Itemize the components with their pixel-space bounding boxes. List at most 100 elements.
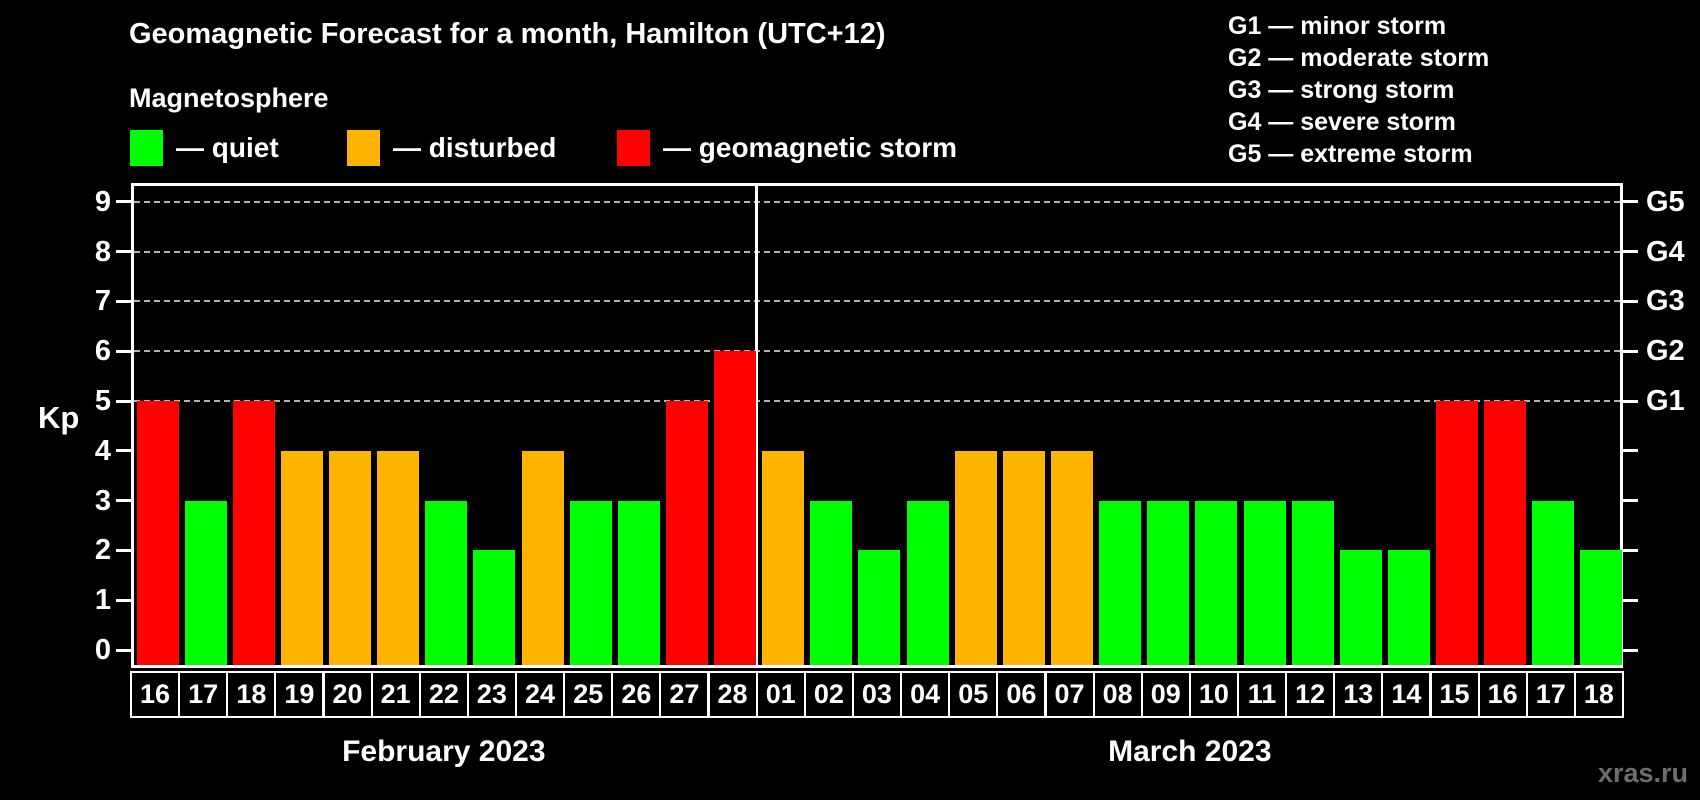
day-label-mar-06: 06: [996, 671, 1047, 718]
g-legend-item-3: G3 — strong storm: [1228, 76, 1455, 104]
kp-bar-mar-03: [858, 550, 901, 665]
kp-bar-mar-04: [906, 500, 949, 665]
kp-bar-feb-28: [714, 351, 757, 665]
gridline-kp7: [134, 300, 1620, 303]
legend-label-quiet: — quiet: [176, 132, 279, 163]
y-axis-label-2: 2: [94, 534, 111, 567]
kp-bar-feb-22: [425, 500, 468, 665]
y-axis-label-6: 6: [94, 335, 111, 368]
day-label-mar-09: 09: [1140, 671, 1191, 718]
gridline-kp5: [134, 400, 1620, 402]
kp-bar-feb-18: [232, 401, 275, 665]
kp-bar-feb-17: [184, 500, 227, 665]
y-axis-tick-right-3: [1623, 499, 1638, 503]
kp-bar-mar-12: [1291, 500, 1334, 665]
day-label-mar-15: 15: [1429, 671, 1480, 718]
kp-bar-feb-19: [280, 450, 323, 665]
y-axis-label-4: 4: [94, 434, 111, 467]
y-axis-label-1: 1: [94, 584, 111, 617]
kp-bar-mar-06: [1002, 450, 1045, 665]
legend-item-storm: — geomagnetic storm: [617, 130, 957, 166]
day-label-mar-11: 11: [1237, 671, 1288, 718]
y-axis-label-8: 8: [94, 235, 111, 268]
y-axis-tick-right-4: [1623, 449, 1638, 453]
y-axis-tick-right-6: [1623, 349, 1638, 353]
g-axis-label-G1: G1: [1646, 385, 1685, 417]
g-axis-label-G5: G5: [1646, 185, 1685, 218]
y-axis-tick-left-3: [116, 499, 131, 503]
g-legend-item-2: G2 — moderate storm: [1228, 44, 1490, 72]
g-scale-legend: G1 — minor storm G2 — moderate storm G3 — …: [1228, 10, 1489, 170]
kp-bar-feb-24: [521, 450, 564, 665]
y-axis-label-5: 5: [94, 385, 111, 417]
kp-bar-mar-01: [762, 450, 805, 665]
y-axis-tick-right-0: [1623, 648, 1638, 652]
day-label-feb-25: 25: [563, 671, 614, 718]
y-axis-label-3: 3: [94, 484, 111, 517]
y-axis-tick-right-7: [1623, 299, 1638, 303]
gridline-kp6: [134, 350, 1620, 353]
g-legend-item-1: G1 — minor storm: [1228, 12, 1447, 40]
y-axis-tick-left-9: [116, 200, 131, 204]
day-label-mar-03: 03: [851, 671, 902, 718]
day-label-feb-22: 22: [418, 671, 469, 718]
day-label-mar-18: 18: [1573, 671, 1624, 718]
y-axis-tick-left-0: [116, 648, 131, 652]
y-axis-tick-right-2: [1623, 548, 1638, 552]
kp-bar-mar-05: [954, 450, 997, 665]
y-axis-tick-left-8: [116, 250, 131, 254]
day-label-mar-01: 01: [755, 671, 806, 718]
y-axis-title-kp: Kp: [38, 400, 80, 435]
chart-subtitle: Magnetosphere: [129, 83, 329, 113]
month-label-feb: February 2023: [342, 735, 546, 768]
kp-bar-mar-17: [1532, 500, 1575, 665]
y-axis-label-0: 0: [94, 634, 111, 666]
legend-item-quiet: — quiet: [130, 130, 279, 166]
legend-item-disturbed: — disturbed: [347, 130, 556, 166]
chart-title: Geomagnetic Forecast for a month, Hamilt…: [129, 18, 886, 50]
kp-bar-feb-16: [136, 401, 179, 665]
gridline-kp9: [134, 200, 1620, 203]
day-label-mar-02: 02: [803, 671, 854, 718]
kp-bar-feb-21: [377, 450, 420, 665]
kp-bar-mar-09: [1147, 500, 1190, 665]
g-legend-item-5: G5 — extreme storm: [1228, 140, 1473, 168]
day-label-mar-08: 08: [1092, 671, 1143, 718]
y-axis-label-7: 7: [94, 285, 111, 318]
quiet-color-swatch: [130, 130, 163, 166]
day-label-mar-05: 05: [948, 671, 999, 718]
y-axis-tick-right-1: [1623, 598, 1638, 602]
storm-color-swatch: [617, 130, 650, 166]
day-label-feb-19: 19: [274, 671, 325, 718]
y-axis-tick-left-7: [116, 299, 131, 303]
kp-bar-mar-15: [1436, 401, 1479, 665]
day-label-mar-12: 12: [1285, 671, 1336, 718]
day-label-feb-26: 26: [611, 671, 662, 718]
plot-area: [131, 183, 1623, 668]
y-axis-tick-left-5: [116, 399, 131, 403]
day-label-feb-17: 17: [178, 671, 229, 718]
day-label-feb-23: 23: [466, 671, 517, 718]
kp-bar-mar-16: [1484, 401, 1527, 665]
kp-bar-feb-25: [569, 500, 612, 665]
watermark-xras: xras.ru: [1597, 758, 1688, 788]
day-label-mar-16: 16: [1477, 671, 1528, 718]
kp-bar-feb-20: [329, 450, 372, 665]
g-axis-label-G3: G3: [1646, 285, 1685, 318]
legend-label-storm: — geomagnetic storm: [663, 132, 958, 163]
disturbed-color-swatch: [347, 130, 380, 166]
day-label-mar-07: 07: [1044, 671, 1095, 718]
day-label-feb-16: 16: [130, 671, 181, 718]
month-separator-line: [755, 186, 759, 665]
day-label-feb-18: 18: [226, 671, 277, 718]
g-legend-item-4: G4 — severe storm: [1228, 108, 1456, 136]
kp-bar-feb-23: [473, 550, 516, 665]
gridline-kp8: [134, 250, 1620, 253]
g-axis-label-G2: G2: [1646, 335, 1685, 368]
y-axis-tick-left-4: [116, 449, 131, 453]
month-label-mar: March 2023: [1108, 735, 1272, 768]
day-label-feb-24: 24: [515, 671, 566, 718]
g-axis-label-G4: G4: [1646, 235, 1685, 268]
day-label-feb-28: 28: [707, 671, 758, 718]
